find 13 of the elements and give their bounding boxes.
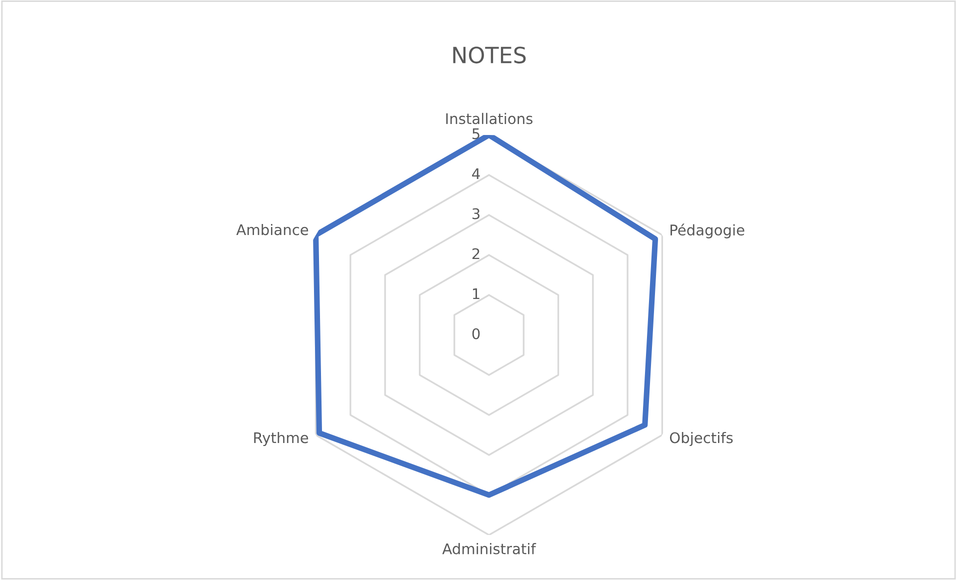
y-tick-label: 2 (472, 248, 480, 260)
spoke-label: Administratif (442, 543, 536, 554)
y-tick-label: 0 (472, 328, 480, 340)
spoke-label: Objectifs (670, 432, 733, 446)
y-tick-label: 5 (472, 128, 480, 140)
y-tick-label: 4 (472, 168, 480, 180)
y-tick-label: 3 (472, 208, 480, 220)
spoke-label: Rythme (254, 432, 308, 446)
spoke-label: Installations (446, 112, 532, 124)
spoke-label: Ambiance (236, 224, 308, 236)
spoke-label: Pédagogie (670, 224, 744, 238)
chart-title: NOTES (453, 46, 526, 64)
y-tick-label: 1 (472, 288, 480, 300)
